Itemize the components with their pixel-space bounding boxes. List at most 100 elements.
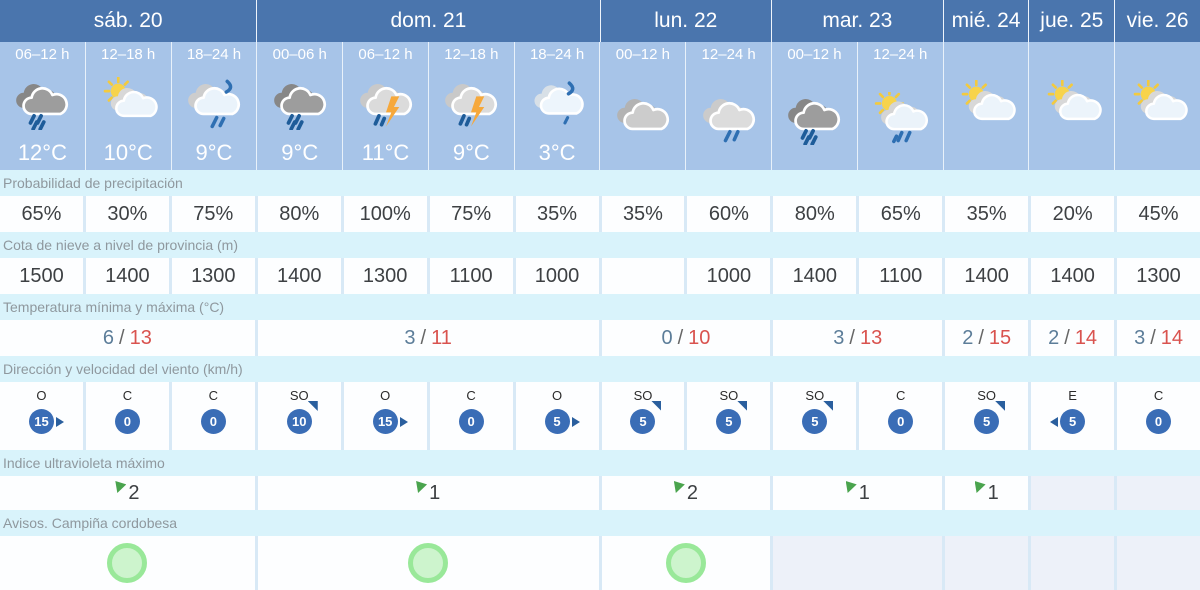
- sun-cloud-icon: [944, 42, 1029, 170]
- wind-speed-badge: 5: [630, 401, 662, 434]
- wind-direction: O: [380, 388, 391, 403]
- forecast-cell: 06–12 h 11°C: [343, 42, 428, 170]
- heavy-rain-icon: [772, 66, 857, 170]
- temperature-min-max-row: 6/13 3/11 0/10 3/13 2/15 2/14 3/14: [0, 320, 1200, 356]
- time-range-label: 06–12 h: [15, 46, 70, 63]
- day-header-lun-22: lun. 22: [600, 0, 772, 42]
- snow-level-value: 1400: [945, 258, 1029, 294]
- sun-cloud-rain-icon: [858, 66, 943, 170]
- wind-speed-value: 5: [716, 409, 742, 434]
- cell-temperature: 11°C: [361, 140, 410, 165]
- cell-temperature: 10°C: [103, 140, 153, 165]
- min-max-temperature: 2/14: [1031, 320, 1115, 356]
- day-header-dom-21: dom. 21: [257, 0, 600, 42]
- time-range-label: 12–24 h: [701, 46, 756, 63]
- wind-direction: C: [466, 388, 476, 403]
- wind-speed-value: 0: [114, 409, 140, 434]
- rain-icon: [686, 66, 771, 170]
- uv-index-cell: 2: [601, 476, 771, 510]
- forecast-cell: 00–12 h: [772, 42, 857, 170]
- temp-max: 14: [1074, 326, 1098, 349]
- snow-level-value: 1400: [773, 258, 857, 294]
- uv-index-cell: [1117, 476, 1200, 510]
- drizzle-icon: [515, 66, 600, 140]
- snow-level-value: 1500: [0, 258, 83, 294]
- forecast-cell: 12–24 h: [857, 42, 943, 170]
- cell-temperature: 9°C: [281, 140, 319, 165]
- temp-max: 10: [688, 326, 711, 349]
- precipitation-value: 35%: [515, 196, 599, 232]
- uv-flag-icon: [974, 481, 986, 493]
- wind-direction: C: [122, 388, 133, 403]
- temp-min: 3: [404, 326, 416, 349]
- time-range-label: 12–18 h: [444, 46, 499, 63]
- wind-speed-badge: 0: [200, 409, 226, 434]
- day-header-row: sáb. 20 dom. 21 lun. 22 mar. 23 mié. 24 jue. …: [0, 0, 1200, 42]
- warning-cell: [945, 536, 1029, 590]
- wind-speed-badge: 10: [286, 401, 318, 434]
- snow-level-value: 1400: [85, 258, 169, 294]
- wind-direction: SO: [719, 388, 739, 403]
- temp-separator: /: [849, 326, 855, 349]
- wind-arrow-ne-icon: [823, 401, 834, 411]
- wind-cell: O 15: [343, 382, 427, 450]
- heavy-rain-icon: [0, 66, 85, 140]
- snow-level-value: [601, 258, 685, 294]
- wind-direction: SO: [805, 388, 825, 403]
- forecast-cell: 12–24 h: [686, 42, 772, 170]
- warnings-row: [0, 536, 1200, 590]
- forecast-cell: 18–24 h 3°C: [514, 42, 600, 170]
- precipitation-probability-row: 65% 30% 75% 80% 100% 75% 35% 35% 60% 80% 65% 35% 20%…: [0, 196, 1200, 232]
- uv-index-value: 1: [858, 481, 870, 504]
- day-header-jue-25: jue. 25: [1029, 0, 1115, 42]
- uv-index-cell: 2: [0, 476, 255, 510]
- wind-arrow-right-icon: [399, 416, 408, 427]
- wind-speed-badge: 0: [888, 409, 914, 434]
- time-range-label: 00–06 h: [272, 46, 327, 63]
- wind-direction: C: [208, 388, 218, 403]
- storm-icon: [429, 66, 514, 140]
- temp-separator: /: [420, 326, 427, 349]
- green-warning-circle-icon: [665, 543, 706, 583]
- temp-min: 3: [833, 326, 845, 349]
- temp-min: 0: [661, 326, 673, 349]
- cloudy-icon: [600, 66, 685, 170]
- uv-index-cell: 1: [773, 476, 943, 510]
- precipitation-value: 35%: [945, 196, 1029, 232]
- wind-speed-value: 15: [28, 409, 54, 434]
- cell-temperature: 9°C: [452, 140, 490, 165]
- wind-arrow-ne-icon: [737, 401, 748, 411]
- shower-icon: [172, 66, 257, 140]
- forecast-cell: 18–24 h 9°C: [171, 42, 257, 170]
- sun-cloud-icon: [1029, 42, 1114, 170]
- cell-temperature: 12°C: [17, 140, 67, 165]
- uv-flag-icon: [115, 481, 127, 493]
- wind-cell: SO 5: [945, 382, 1029, 450]
- warnings-label: Avisos. Campiña cordobesa: [0, 510, 1200, 536]
- uv-index-cell: 1: [257, 476, 599, 510]
- wind-speed-value: 5: [1060, 409, 1086, 434]
- snow-level-row: 1500 1400 1300 1400 1300 1100 1000 1000 1400 1100…: [0, 258, 1200, 294]
- forecast-cell: [1115, 42, 1200, 170]
- precipitation-value: 75%: [171, 196, 255, 232]
- wind-arrow-ne-icon: [651, 401, 662, 411]
- temp-separator: /: [1064, 326, 1070, 349]
- min-max-temperature: 2/15: [945, 320, 1029, 356]
- precipitation-value: 80%: [257, 196, 341, 232]
- wind-speed-badge: 0: [458, 409, 484, 434]
- wind-speed-value: 0: [888, 409, 914, 434]
- time-range-label: 18–24 h: [186, 46, 242, 63]
- uv-index-label: Indice ultravioleta máximo: [0, 450, 1200, 476]
- snow-level-value: 1300: [171, 258, 255, 294]
- green-warning-circle-icon: [408, 543, 449, 583]
- wind-speed-value: 0: [458, 409, 484, 434]
- temp-max: 11: [431, 326, 452, 349]
- cell-temperature: 9°C: [195, 140, 233, 165]
- wind-arrow-left-icon: [1050, 416, 1059, 427]
- wind-arrow-right-icon: [55, 416, 64, 427]
- uv-flag-icon: [416, 481, 428, 493]
- snow-level-value: 1300: [1117, 258, 1200, 294]
